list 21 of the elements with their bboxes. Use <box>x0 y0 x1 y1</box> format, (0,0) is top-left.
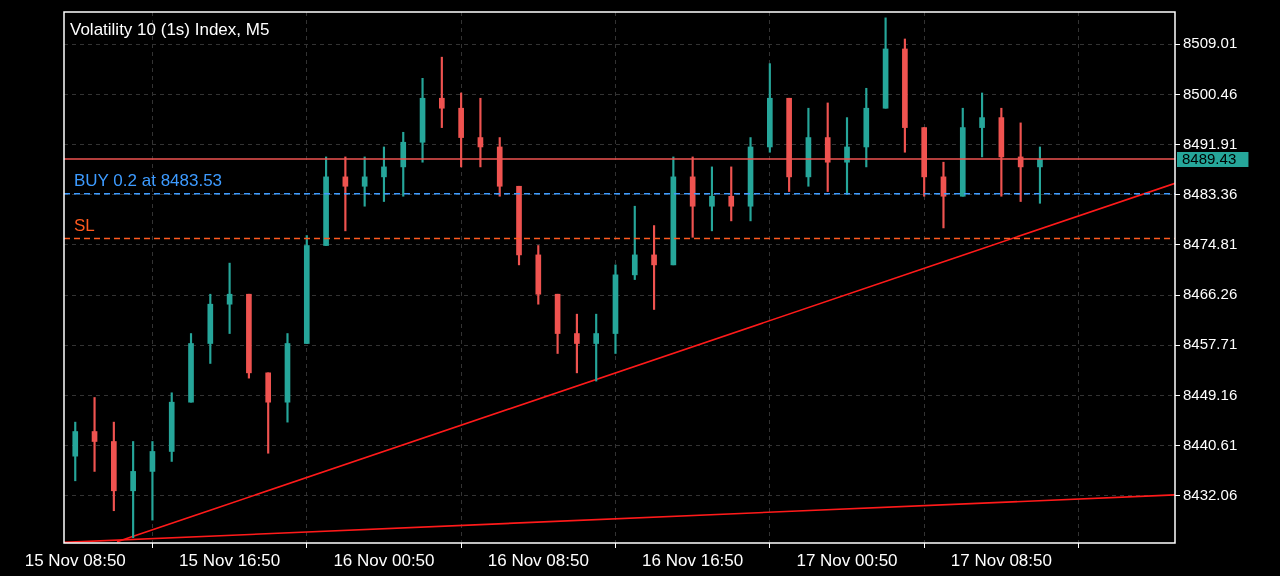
x-tick-label: 16 Nov 16:50 <box>642 550 744 570</box>
y-tick-label: 8509.01 <box>1183 34 1238 52</box>
ref-line-label: SL <box>74 215 95 235</box>
y-tick-label: 8466.26 <box>1183 285 1238 303</box>
y-tick-label: 8432.06 <box>1183 485 1238 503</box>
x-tick-label: 17 Nov 00:50 <box>796 550 898 570</box>
text: Volatility 10 (1s) Index, M5 <box>70 20 270 40</box>
y-tick-label: 8500.46 <box>1183 84 1238 102</box>
y-tick-label: 8440.61 <box>1183 435 1238 453</box>
x-tick-label: 16 Nov 00:50 <box>333 550 435 570</box>
ref-line-label: BUY 0.2 at 8483.53 <box>74 170 223 190</box>
ref-line-label: 8489.43 <box>1182 150 1237 168</box>
y-tick-label: 8491.91 <box>1183 134 1238 152</box>
x-tick-label: 15 Nov 16:50 <box>179 550 281 570</box>
y-tick-label: 8457.71 <box>1183 335 1238 353</box>
y-tick-label: 8474.81 <box>1183 235 1238 253</box>
x-tick-label: 17 Nov 08:50 <box>950 550 1052 570</box>
x-tick-label: 16 Nov 08:50 <box>487 550 589 570</box>
x-tick-label: 15 Nov 08:50 <box>24 550 126 570</box>
y-tick-label: 8449.16 <box>1183 385 1238 403</box>
y-tick-label: 8483.36 <box>1183 184 1238 202</box>
